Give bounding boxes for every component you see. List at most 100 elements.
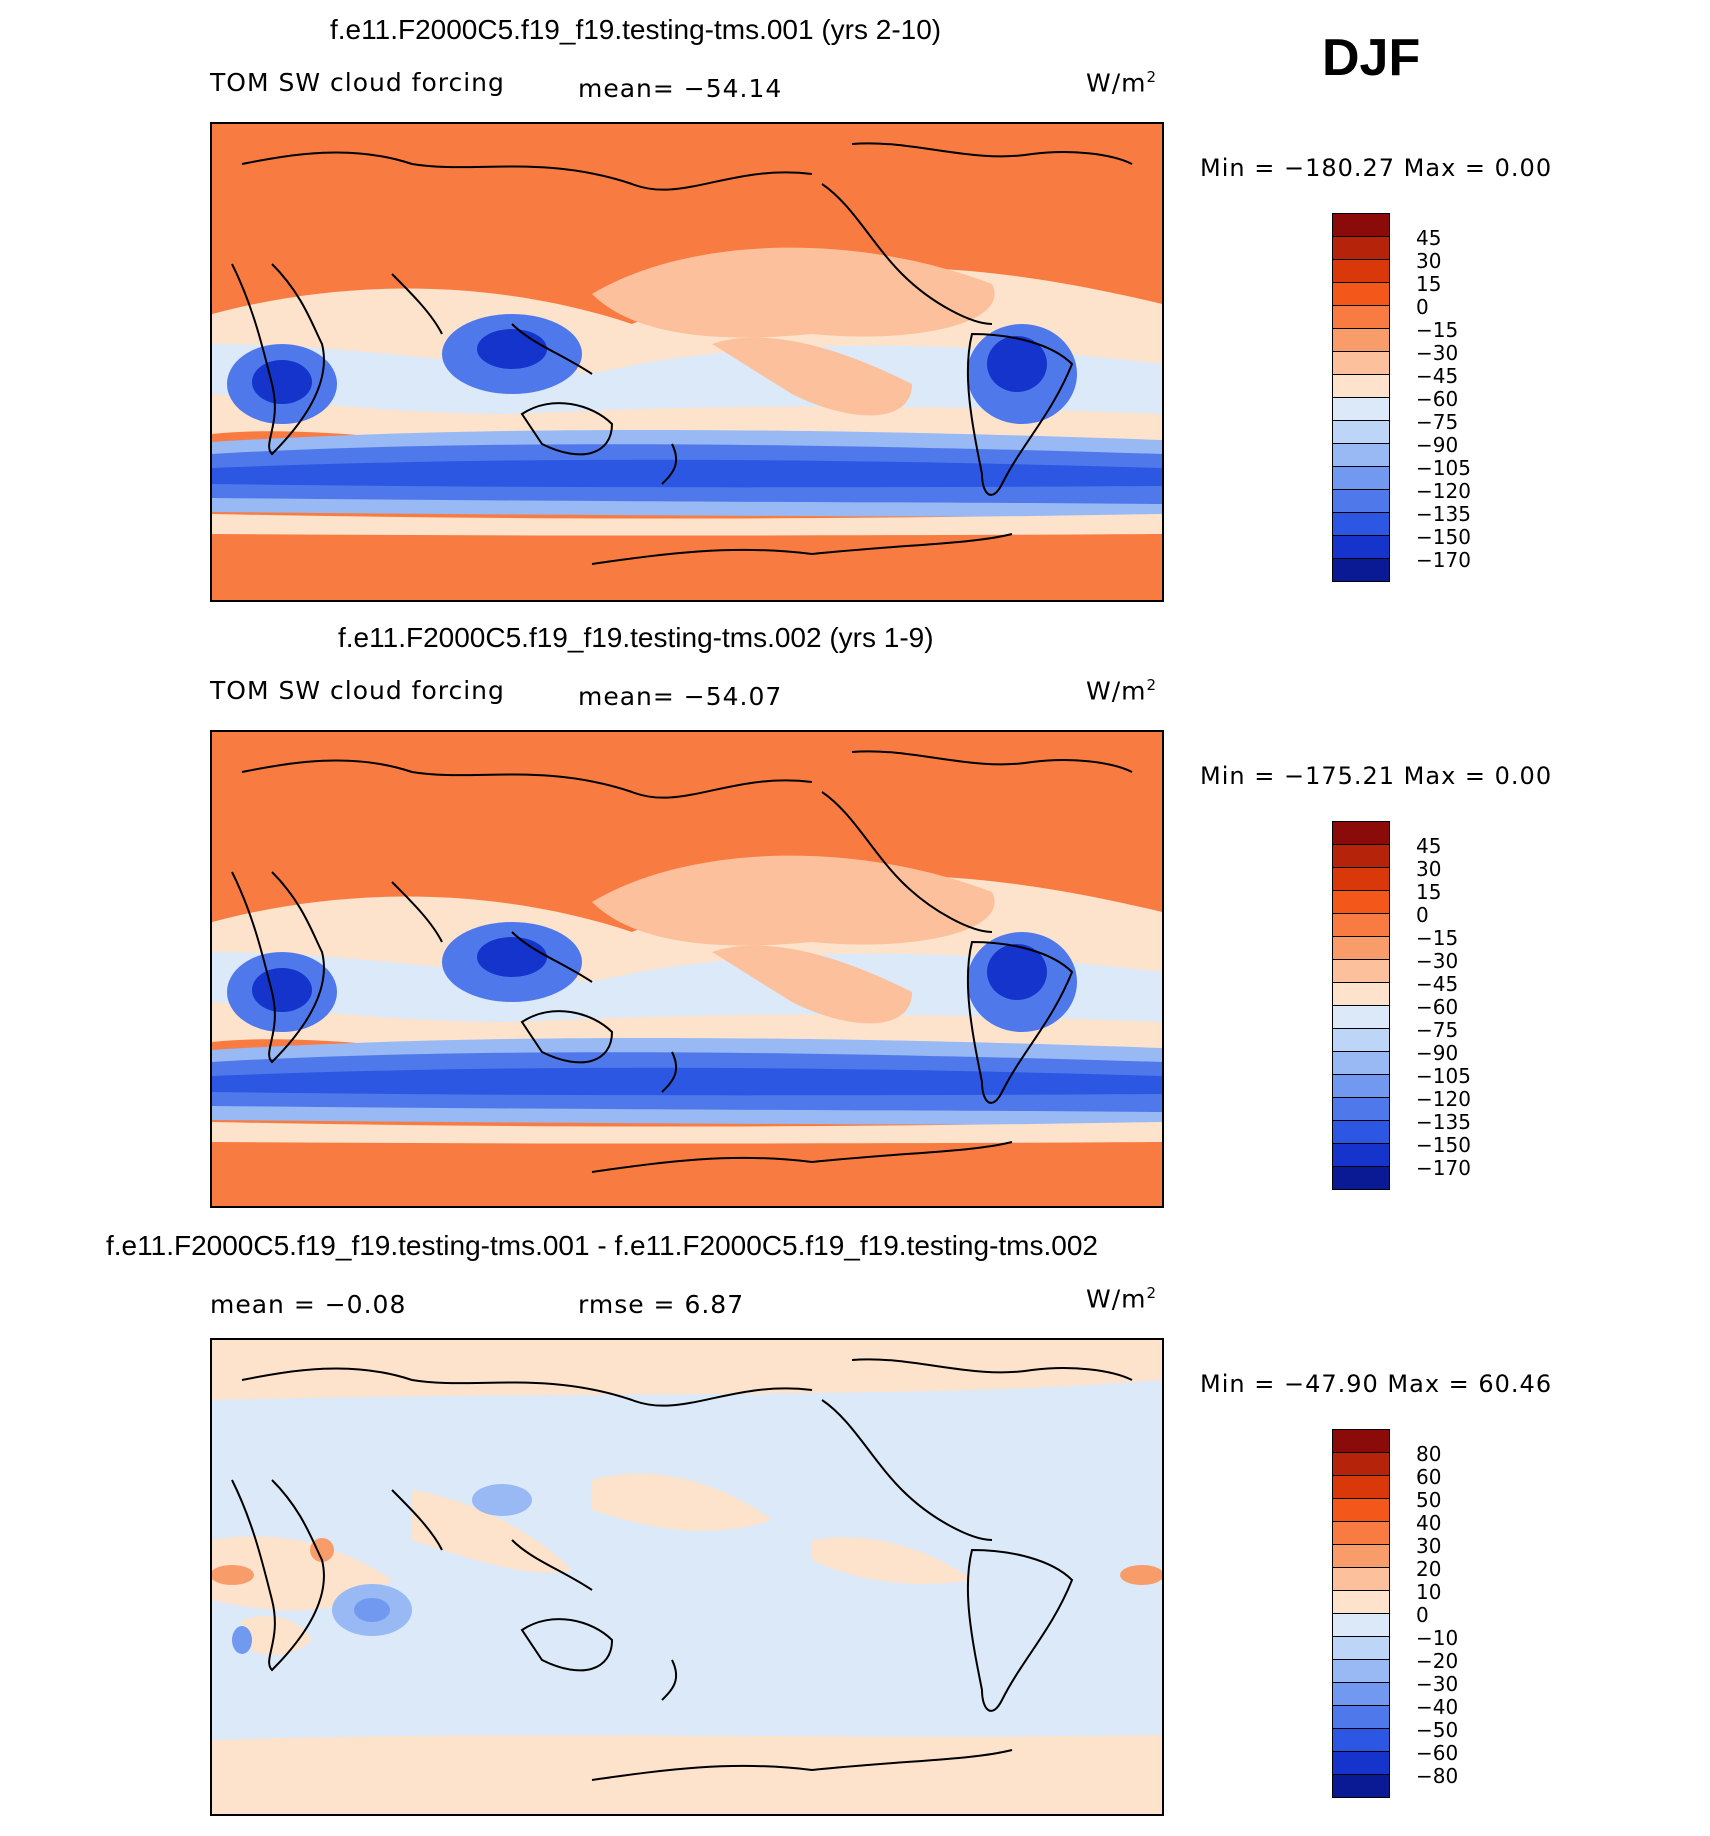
colorbar-tick-label: −60: [1416, 1741, 1459, 1765]
colorbar-tick-label: −75: [1416, 410, 1459, 434]
colorbar-tick-label: −50: [1416, 1718, 1459, 1742]
colorbar-tick-label: −30: [1416, 1672, 1459, 1696]
colorbar-tick-label: −30: [1416, 341, 1459, 365]
colorbar-swatch: [1332, 1590, 1390, 1614]
season-label: DJF: [1322, 29, 1421, 87]
colorbar-tick-label: −20: [1416, 1649, 1459, 1673]
colorbar-swatch: [1332, 213, 1390, 237]
colorbar-swatch: [1332, 844, 1390, 868]
panel-title: f.e11.F2000C5.f19_f19.testing-tms.002 (y…: [338, 622, 934, 653]
colorbar-tick-label: 15: [1416, 880, 1442, 904]
units-label: W/m2: [1086, 676, 1158, 706]
colorbar-tick-label: 0: [1416, 903, 1429, 927]
colorbar-swatch: [1332, 259, 1390, 283]
mean-label: mean= −54.14: [578, 74, 783, 103]
contour-map: [210, 1338, 1164, 1816]
colorbar-swatch: [1332, 1005, 1390, 1029]
colorbar-tick-label: 30: [1416, 249, 1442, 273]
colorbar-tick-label: −105: [1416, 456, 1471, 480]
colorbar-swatch: [1332, 1120, 1390, 1144]
contour-map: [210, 122, 1164, 602]
mean-label: mean = −0.08: [210, 1290, 407, 1319]
colorbar-swatch: [1332, 1705, 1390, 1729]
colorbar-tick-label: −80: [1416, 1764, 1459, 1788]
colorbar-swatch: [1332, 867, 1390, 891]
colorbar-tick-label: −15: [1416, 926, 1459, 950]
colorbar-tick-label: 0: [1416, 1603, 1429, 1627]
colorbar-swatch: [1332, 1143, 1390, 1167]
colorbar-swatch: [1332, 305, 1390, 329]
colorbar-swatch: [1332, 1728, 1390, 1752]
colorbar: 80 60 50 40 30 20 10 0 −10 −20 −30 −40 −50 −60 −80: [1332, 1429, 1458, 1799]
colorbar-swatch: [1332, 1498, 1390, 1522]
colorbar-tick-label: 30: [1416, 1534, 1442, 1558]
colorbar-swatch: [1332, 443, 1390, 467]
colorbar-swatch: [1332, 1774, 1390, 1798]
colorbar-swatch: [1332, 374, 1390, 398]
colorbar-tick-label: −135: [1416, 502, 1471, 526]
colorbar-tick-label: 10: [1416, 1580, 1442, 1604]
variable-label: TOM SW cloud forcing: [210, 676, 505, 705]
colorbar-tick-label: −75: [1416, 1018, 1459, 1042]
colorbar-swatch: [1332, 1074, 1390, 1098]
colorbar-swatch: [1332, 1544, 1390, 1568]
colorbar-swatch: [1332, 1475, 1390, 1499]
colorbar-swatch: [1332, 1097, 1390, 1121]
colorbar-swatch: [1332, 535, 1390, 559]
units-label: W/m2: [1086, 1284, 1158, 1314]
colorbar-tick-label: 45: [1416, 226, 1442, 250]
colorbar-tick-label: 45: [1416, 834, 1442, 858]
colorbar-tick-label: −90: [1416, 1041, 1459, 1065]
colorbar-tick-label: 0: [1416, 295, 1429, 319]
colorbar-swatch: [1332, 466, 1390, 490]
colorbar-swatch: [1332, 913, 1390, 937]
colorbar-tick-label: 40: [1416, 1511, 1442, 1535]
colorbar-swatch: [1332, 1636, 1390, 1660]
colorbar-tick-label: −135: [1416, 1110, 1471, 1134]
colorbar-swatch: [1332, 1613, 1390, 1637]
colorbar-tick-label: −120: [1416, 479, 1471, 503]
colorbar-tick-label: −10: [1416, 1626, 1459, 1650]
colorbar: 45 30 15 0 −15 −30 −45 −60 −75 −90 −105 −120 −135 −15…: [1332, 821, 1471, 1191]
colorbar-tick-label: −120: [1416, 1087, 1471, 1111]
colorbar-swatch: [1332, 1682, 1390, 1706]
colorbar-tick-label: −15: [1416, 318, 1459, 342]
colorbar-tick-label: −170: [1416, 548, 1471, 572]
min-max-label: Min = −47.90 Max = 60.46: [1200, 1370, 1553, 1398]
colorbar-swatch: [1332, 328, 1390, 352]
colorbar-swatch: [1332, 936, 1390, 960]
colorbar-tick-label: −60: [1416, 995, 1459, 1019]
colorbar-tick-label: 20: [1416, 1557, 1442, 1581]
mean-label: mean= −54.07: [578, 682, 783, 711]
colorbar-swatch: [1332, 512, 1390, 536]
rmse-label: rmse = 6.87: [578, 1290, 745, 1319]
colorbar-swatch: [1332, 558, 1390, 582]
panel-title: f.e11.F2000C5.f19_f19.testing-tms.001 - …: [106, 1230, 1099, 1261]
colorbar-tick-label: −30: [1416, 949, 1459, 973]
colorbar-swatch: [1332, 1521, 1390, 1545]
colorbar-swatch: [1332, 821, 1390, 845]
colorbar-tick-label: −45: [1416, 364, 1459, 388]
colorbar-tick-label: −60: [1416, 387, 1459, 411]
colorbar-swatch: [1332, 1751, 1390, 1775]
colorbar-swatch: [1332, 282, 1390, 306]
colorbar-swatch: [1332, 1452, 1390, 1476]
colorbar-tick-label: −40: [1416, 1695, 1459, 1719]
colorbar-tick-label: −105: [1416, 1064, 1471, 1088]
colorbar-swatch: [1332, 1429, 1390, 1453]
colorbar-swatch: [1332, 236, 1390, 260]
colorbar: 45 30 15 0 −15 −30 −45 −60 −75 −90 −105 −120 −135 −15…: [1332, 213, 1471, 583]
colorbar-swatch: [1332, 489, 1390, 513]
colorbar-tick-label: −150: [1416, 1133, 1471, 1157]
colorbar-swatch: [1332, 1659, 1390, 1683]
colorbar-swatch: [1332, 420, 1390, 444]
min-max-label: Min = −180.27 Max = 0.00: [1200, 154, 1553, 182]
colorbar-tick-label: 60: [1416, 1465, 1442, 1489]
colorbar-tick-label: −45: [1416, 972, 1459, 996]
colorbar-tick-label: 80: [1416, 1442, 1442, 1466]
colorbar-swatch: [1332, 1028, 1390, 1052]
colorbar-swatch: [1332, 890, 1390, 914]
colorbar-tick-label: 30: [1416, 857, 1442, 881]
colorbar-tick-label: −170: [1416, 1156, 1471, 1180]
contour-map: [210, 730, 1164, 1208]
